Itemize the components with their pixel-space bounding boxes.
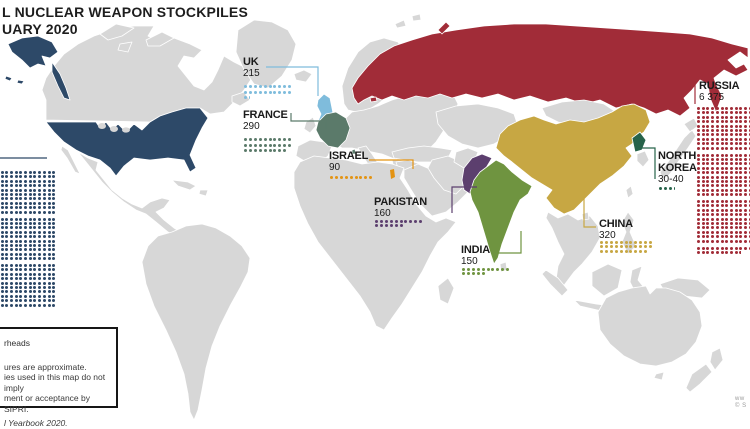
taiwan	[625, 185, 634, 199]
country-north-korea	[631, 131, 647, 153]
pakistan-leader-line	[451, 186, 477, 213]
pakistan-label: PAKISTAN 160	[374, 196, 427, 220]
india-name: INDIA	[461, 244, 490, 256]
country-china	[495, 103, 651, 215]
china-name: CHINA	[599, 218, 633, 230]
france-label: FRANCE 290	[243, 109, 288, 133]
israel-leader-line	[369, 159, 414, 169]
uk-value: 215	[243, 67, 260, 79]
china-value: 320	[599, 229, 616, 241]
country-israel	[390, 169, 395, 179]
uk-label: UK 215	[243, 56, 260, 80]
legend-note-1: ures are approximate.	[4, 361, 87, 372]
se-asia	[545, 211, 601, 289]
france-value: 290	[243, 120, 260, 132]
tasmania	[653, 371, 665, 381]
country-ireland	[303, 116, 317, 134]
country-greenland	[235, 19, 297, 89]
russia-value: 6 375	[699, 91, 725, 103]
title-line-2: UARY 2020	[2, 21, 78, 37]
israel-name: ISRAEL	[329, 150, 369, 162]
north-korea-name-line1: NORTH	[658, 150, 697, 162]
russia-label: RUSSIA 6 375	[699, 80, 740, 104]
uk-name: UK	[243, 56, 259, 68]
india-leader-line	[497, 231, 522, 254]
newfoundland	[231, 91, 251, 107]
corner-credit-line1: ww	[735, 396, 745, 402]
legend-key-text: rheads	[4, 338, 30, 348]
france-leader-line	[290, 113, 327, 129]
hainan	[581, 211, 590, 221]
china-leader-line	[583, 191, 596, 228]
legend-note-2: ies used in this map do not imply	[4, 372, 106, 393]
south-korea	[636, 150, 650, 168]
israel-value: 90	[329, 161, 341, 173]
pakistan-value: 160	[374, 207, 391, 219]
alaska	[4, 35, 71, 101]
uk-leader-line	[266, 66, 319, 96]
country-russia	[351, 21, 749, 117]
china-label: CHINA 320	[599, 218, 633, 242]
leader-lines	[0, 66, 696, 254]
france-name: FRANCE	[243, 109, 288, 121]
novaya-zemlya	[437, 21, 451, 35]
corner-credit: ww © S	[735, 396, 747, 410]
india-label: INDIA 150	[461, 244, 490, 268]
country-usa	[4, 35, 209, 177]
arctic-islands	[99, 13, 422, 53]
north-korea-value: 30-40	[658, 173, 684, 185]
country-iceland	[293, 69, 313, 83]
madagascar	[437, 277, 455, 305]
india-value: 150	[461, 255, 478, 267]
south-america	[141, 223, 251, 421]
australia	[597, 285, 703, 367]
north-korea-name-line2: KOREA	[658, 161, 697, 174]
north-korea-leader-line	[642, 147, 656, 179]
great-lakes	[98, 123, 130, 133]
north-korea-label: NORTH KOREA 30-40	[658, 150, 697, 186]
title-line-1: L NUCLEAR WEAPON STOCKPILES	[2, 4, 249, 20]
country-canada	[41, 25, 253, 123]
country-mexico	[60, 145, 185, 239]
page-title: L NUCLEAR WEAPON STOCKPILES UARY 2020	[2, 4, 248, 38]
pakistan-name: PAKISTAN	[374, 196, 427, 208]
legend-box: rheads ures are approximate. ies used in…	[0, 327, 118, 428]
new-zealand	[685, 347, 724, 393]
kaliningrad	[369, 96, 378, 103]
legend-source: l Yearbook 2020.	[4, 418, 68, 428]
russia-name: RUSSIA	[699, 80, 740, 92]
country-india	[469, 159, 533, 265]
caribbean-islands	[171, 179, 209, 197]
usa-mainland	[45, 107, 209, 177]
legend-note-3: ment or acceptance by SIPRI.	[4, 393, 90, 414]
africa	[293, 155, 457, 331]
corner-credit-line2: © S	[735, 403, 747, 409]
israel-label: ISRAEL 90	[329, 150, 369, 174]
